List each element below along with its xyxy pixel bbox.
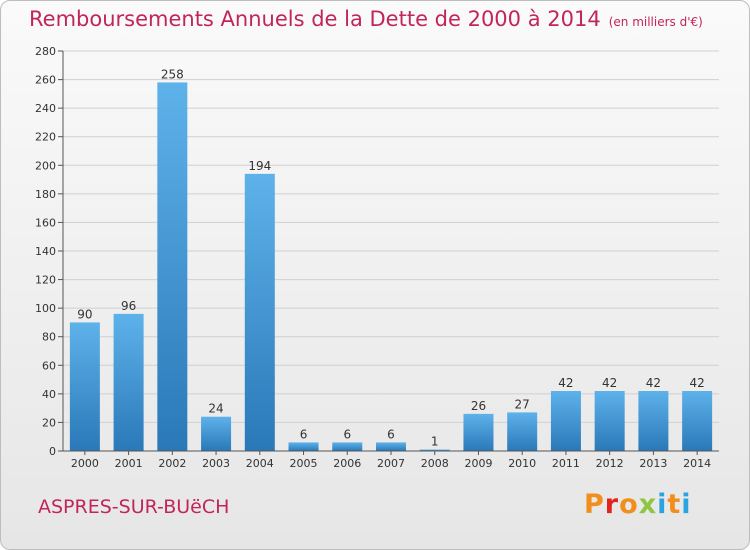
logo-letter: r (604, 489, 620, 520)
y-tick-label: 160 (35, 216, 56, 229)
bar (69, 322, 100, 451)
chart-title-text: Remboursements Annuels de la Dette de 20… (29, 7, 601, 31)
x-tick-label: 2006 (333, 457, 361, 470)
y-axis: 0 20 40 60 80 100 120 140 160 180 200 220 240 260 280 (35, 45, 64, 458)
bar-value-label: 24 (208, 402, 223, 416)
x-tick-label: 2011 (552, 457, 580, 470)
x-tick-label: 2010 (508, 457, 536, 470)
y-tick-label: 0 (49, 445, 56, 458)
y-tick-label: 280 (35, 45, 56, 58)
bar (550, 391, 581, 451)
x-tick-label: 2013 (639, 457, 667, 470)
y-tick-label: 140 (35, 245, 56, 258)
bar (332, 442, 363, 451)
bar-value-label: 90 (77, 307, 92, 321)
bar-value-label: 42 (646, 376, 661, 390)
bar-value-label: 6 (343, 427, 351, 441)
bars: 90 96 258 24 194 6 6 6 1 26 27 42 42 42 42 (69, 67, 713, 451)
x-tick-label: 2000 (71, 457, 99, 470)
logo-letter: i (657, 489, 668, 520)
bar (157, 82, 188, 451)
bar-value-label: 26 (471, 399, 486, 413)
x-tick-label: 2001 (115, 457, 143, 470)
x-tick-label: 2003 (202, 457, 230, 470)
y-tick-label: 20 (42, 416, 56, 429)
bar-value-label: 42 (558, 376, 573, 390)
bar-value-label: 6 (387, 427, 395, 441)
chart-unit: (en milliers d'€) (608, 15, 703, 29)
y-tick-label: 120 (35, 274, 56, 287)
bar-value-label: 194 (248, 159, 271, 173)
bar-value-label: 27 (515, 397, 530, 411)
bar-value-label: 6 (300, 427, 308, 441)
bar (113, 313, 144, 451)
y-tick-label: 180 (35, 188, 56, 201)
y-tick-label: 260 (35, 74, 56, 87)
y-tick-label: 200 (35, 159, 56, 172)
chart-title: Remboursements Annuels de la Dette de 20… (29, 7, 703, 31)
x-tick-label: 2014 (683, 457, 711, 470)
bar (376, 442, 406, 451)
x-tick-label: 2002 (158, 457, 186, 470)
x-tick-label: 2009 (464, 457, 492, 470)
bar (682, 391, 713, 451)
y-tick-label: 80 (42, 331, 56, 344)
bar-value-label: 42 (689, 376, 704, 390)
bar-value-label: 1 (431, 435, 439, 449)
bar (507, 412, 538, 451)
bar (419, 449, 450, 451)
bar (201, 416, 232, 451)
logo-letter: t (667, 489, 682, 520)
bar-value-label: 258 (161, 67, 184, 81)
commune-name: ASPRES-SUR-BUëCH (38, 496, 230, 518)
bar (638, 391, 669, 451)
logo-letter: x (638, 489, 658, 520)
x-tick-label: 2005 (290, 457, 318, 470)
y-tick-label: 220 (35, 131, 56, 144)
bar-value-label: 42 (602, 376, 617, 390)
logo-letter: i (681, 489, 692, 520)
bar (244, 173, 275, 451)
logo-letter: o (619, 489, 639, 520)
proxiti-logo: Proxiti (584, 489, 692, 520)
bar-value-label: 96 (121, 299, 136, 313)
x-axis: 2000 2001 2002 2003 2004 2005 2006 2007 2008 2009… (63, 450, 719, 470)
x-tick-label: 2007 (377, 457, 405, 470)
x-tick-label: 2012 (596, 457, 624, 470)
x-tick-label: 2008 (421, 457, 449, 470)
y-tick-label: 100 (35, 302, 56, 315)
bar (594, 391, 625, 451)
y-tick-label: 60 (42, 359, 56, 372)
logo-letter: P (584, 489, 605, 520)
bar (288, 442, 319, 451)
y-tick-label: 240 (35, 102, 56, 115)
y-tick-label: 40 (42, 388, 56, 401)
x-tick-label: 2004 (246, 457, 274, 470)
bar (463, 413, 494, 451)
